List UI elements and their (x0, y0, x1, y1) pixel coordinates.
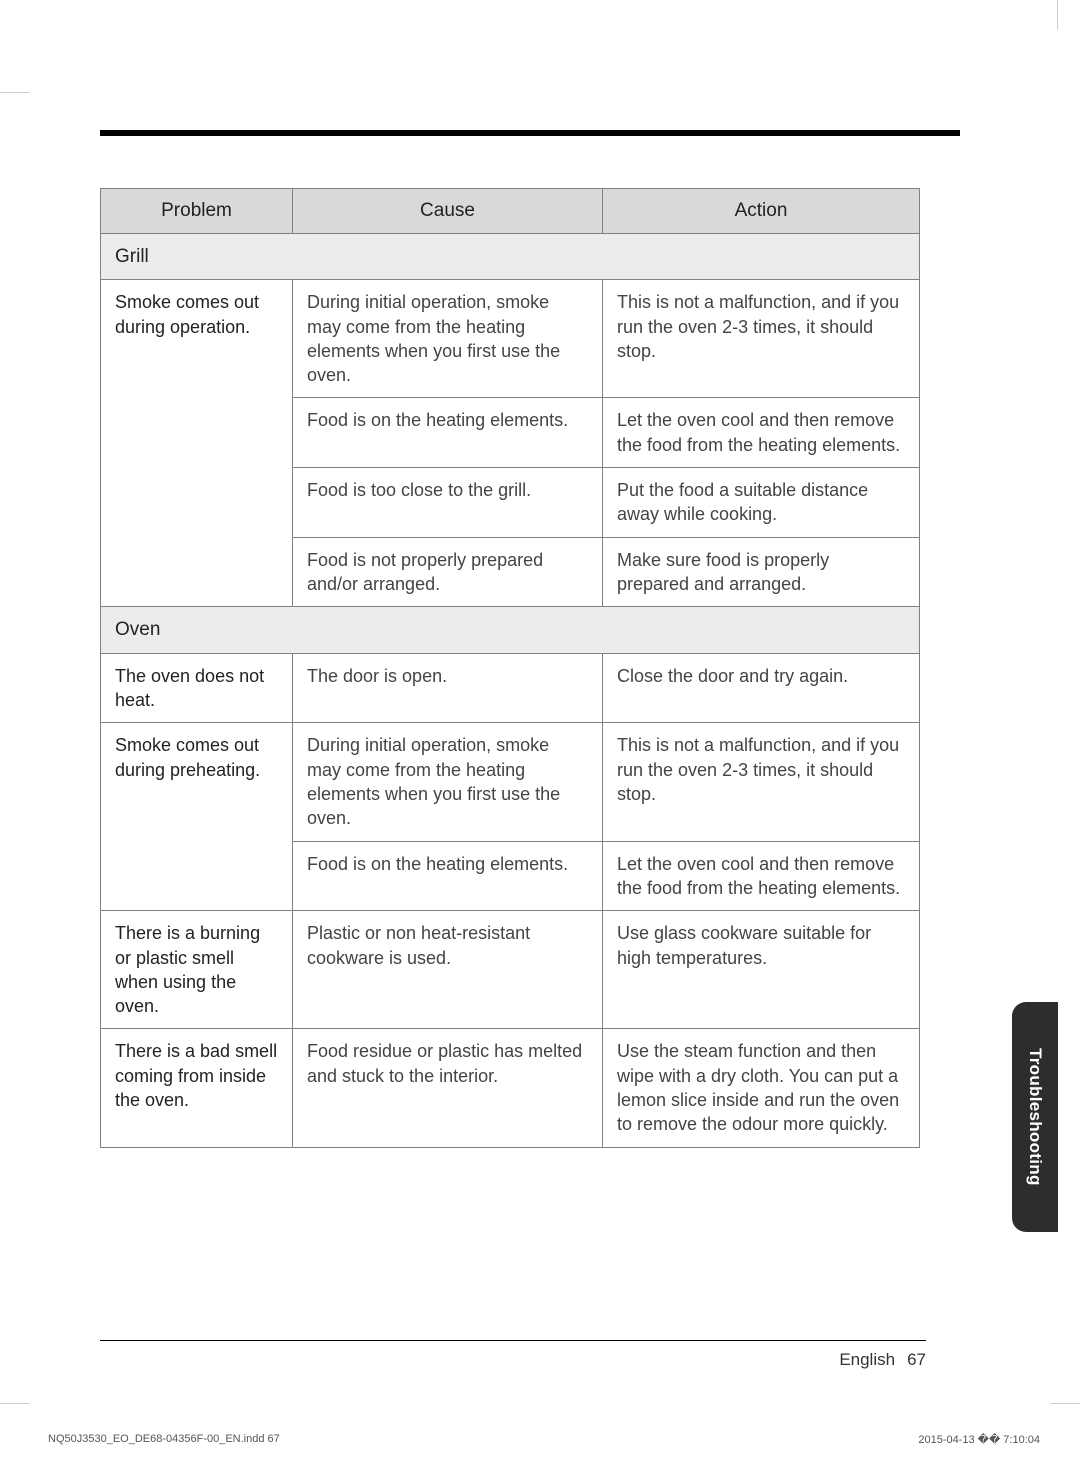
cause-cell: Food is too close to the grill. (293, 468, 603, 538)
action-cell: Let the oven cool and then remove the fo… (603, 841, 920, 911)
print-footer: NQ50J3530_EO_DE68-04356F-00_EN.indd 67 2… (48, 1433, 1040, 1446)
col-header-action: Action (603, 189, 920, 234)
action-cell: Use glass cookware suitable for high tem… (603, 911, 920, 1029)
action-cell: Make sure food is properly prepared and … (603, 537, 920, 607)
crop-mark (0, 1403, 30, 1404)
cause-cell: Plastic or non heat-resistant cookware i… (293, 911, 603, 1029)
section-tab-label: Troubleshooting (1025, 1048, 1045, 1186)
print-footer-right: 2015-04-13 �� 7:10:04 (918, 1433, 1040, 1446)
action-cell: This is not a malfunction, and if you ru… (603, 280, 920, 398)
action-cell: Use the steam function and then wipe wit… (603, 1029, 920, 1147)
cause-cell: Food is on the heating elements. (293, 841, 603, 911)
problem-cell: There is a burning or plastic smell when… (101, 911, 293, 1029)
footer-rule (100, 1340, 926, 1341)
section-header-grill: Grill (101, 233, 920, 280)
problem-cell: There is a bad smell coming from inside … (101, 1029, 293, 1147)
page-footer: English 67 (100, 1350, 926, 1370)
header-rule (100, 130, 960, 136)
col-header-problem: Problem (101, 189, 293, 234)
footer-language: English (839, 1350, 895, 1370)
col-header-cause: Cause (293, 189, 603, 234)
problem-cell: Smoke comes out during operation. (101, 280, 293, 607)
action-cell: Let the oven cool and then remove the fo… (603, 398, 920, 468)
troubleshooting-table: Problem Cause Action Grill Smoke comes o… (100, 188, 920, 1148)
action-cell: Close the door and try again. (603, 653, 920, 723)
cause-cell: Food is on the heating elements. (293, 398, 603, 468)
crop-mark (1050, 1403, 1080, 1404)
cause-cell: During initial operation, smoke may come… (293, 723, 603, 841)
cause-cell: During initial operation, smoke may come… (293, 280, 603, 398)
action-cell: This is not a malfunction, and if you ru… (603, 723, 920, 841)
section-tab: Troubleshooting (1012, 1002, 1058, 1232)
page-content: Problem Cause Action Grill Smoke comes o… (100, 130, 960, 1148)
cause-cell: The door is open. (293, 653, 603, 723)
footer-page-number: 67 (907, 1350, 926, 1370)
crop-mark (0, 92, 30, 93)
crop-mark (1057, 0, 1058, 30)
problem-cell: The oven does not heat. (101, 653, 293, 723)
cause-cell: Food residue or plastic has melted and s… (293, 1029, 603, 1147)
section-header-oven: Oven (101, 607, 920, 654)
action-cell: Put the food a suitable distance away wh… (603, 468, 920, 538)
problem-cell: Smoke comes out during preheating. (101, 723, 293, 911)
print-footer-left: NQ50J3530_EO_DE68-04356F-00_EN.indd 67 (48, 1433, 280, 1446)
cause-cell: Food is not properly prepared and/or arr… (293, 537, 603, 607)
